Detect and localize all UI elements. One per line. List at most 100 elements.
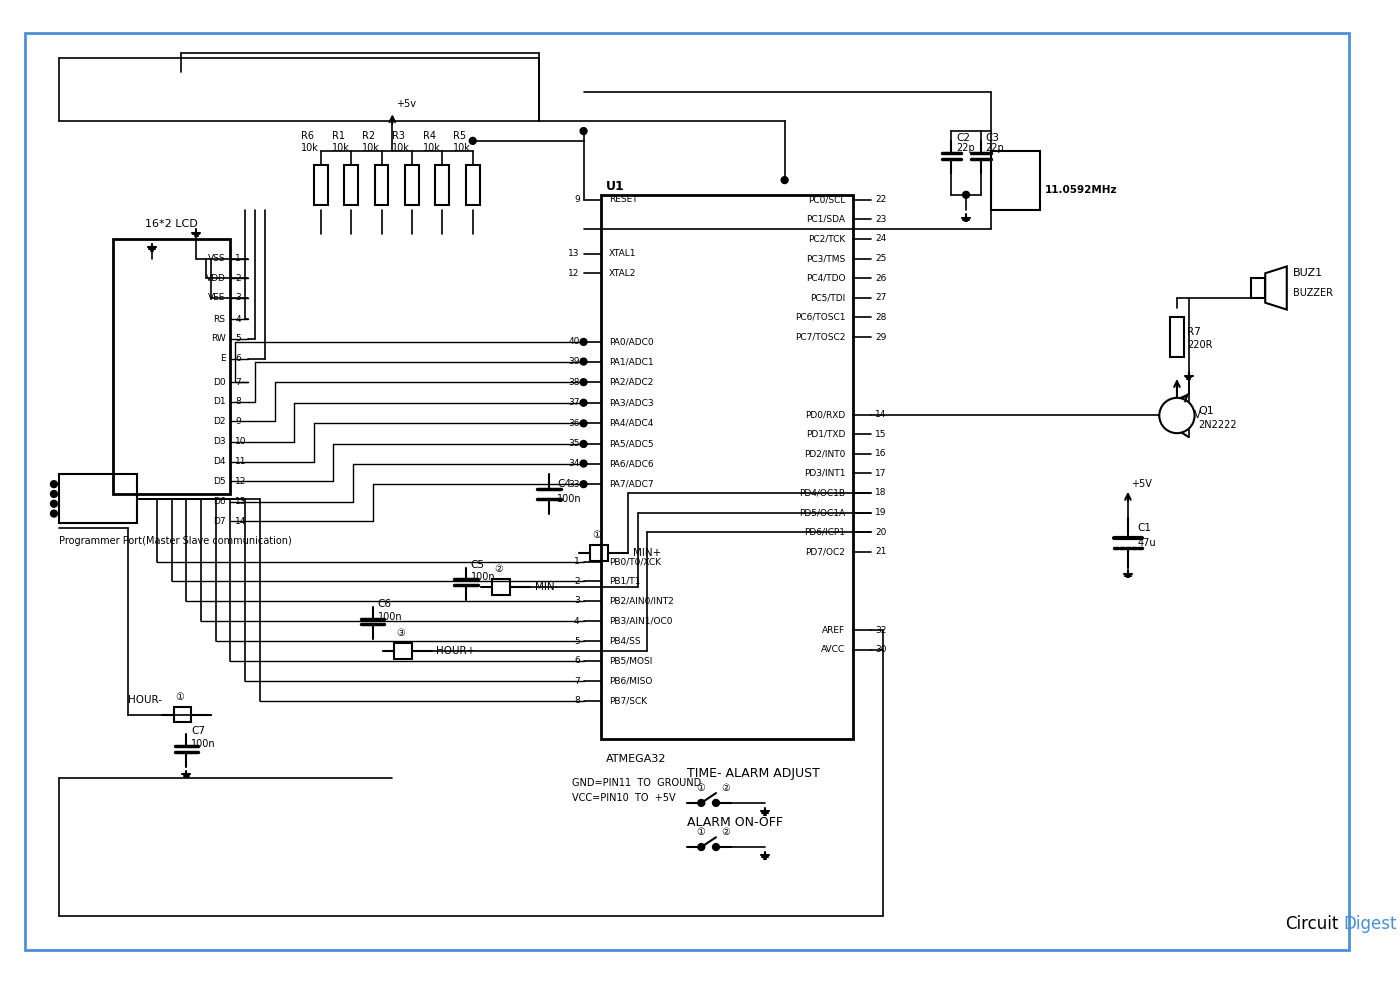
- Text: 22p: 22p: [986, 143, 1004, 153]
- Text: 6: 6: [235, 354, 241, 363]
- Text: 8: 8: [574, 697, 580, 706]
- Text: 40: 40: [568, 338, 580, 346]
- Text: 4: 4: [235, 315, 241, 324]
- Text: 16*2 LCD: 16*2 LCD: [146, 219, 197, 229]
- Text: 1: 1: [574, 557, 580, 566]
- Text: PB7/SCK: PB7/SCK: [609, 697, 647, 706]
- Text: 25: 25: [875, 254, 886, 263]
- Text: 3: 3: [235, 293, 241, 302]
- Text: 10k: 10k: [332, 143, 350, 153]
- Text: PD3/INT1: PD3/INT1: [804, 468, 846, 478]
- Text: PB6/MISO: PB6/MISO: [609, 677, 652, 686]
- Text: ①: ①: [592, 530, 601, 540]
- Text: Digest: Digest: [1344, 915, 1397, 934]
- Text: PB0/T0/XCK: PB0/T0/XCK: [609, 557, 661, 566]
- Text: +5v: +5v: [396, 98, 416, 108]
- Text: 4: 4: [574, 617, 580, 626]
- Text: 10k: 10k: [423, 143, 441, 153]
- Text: PA5/ADC5: PA5/ADC5: [609, 440, 654, 449]
- Text: 100n: 100n: [192, 739, 216, 749]
- Text: C3: C3: [986, 133, 1000, 143]
- Text: R1: R1: [332, 131, 344, 141]
- Text: 35: 35: [568, 440, 580, 449]
- Text: D7: D7: [213, 517, 225, 525]
- Text: 24: 24: [875, 234, 886, 243]
- Circle shape: [580, 481, 587, 488]
- Text: R6: R6: [301, 131, 314, 141]
- Text: PA7/ADC7: PA7/ADC7: [609, 479, 654, 489]
- Text: 33: 33: [568, 479, 580, 489]
- Text: RESET: RESET: [609, 195, 637, 205]
- Text: Q1: Q1: [1198, 405, 1214, 415]
- Text: ③: ③: [396, 628, 405, 639]
- Bar: [493, 580, 510, 595]
- Text: D3: D3: [213, 438, 225, 447]
- Text: 27: 27: [875, 293, 886, 302]
- Bar: [435, 165, 449, 205]
- Text: PC6/TOSC1: PC6/TOSC1: [795, 313, 846, 322]
- Text: PB4/SS: PB4/SS: [609, 637, 641, 646]
- Circle shape: [580, 461, 587, 467]
- Text: 13: 13: [568, 249, 580, 258]
- Text: 18: 18: [875, 488, 886, 498]
- Text: 7: 7: [235, 378, 241, 387]
- Text: PA6/ADC6: PA6/ADC6: [609, 460, 654, 468]
- Text: PD4/OC1B: PD4/OC1B: [799, 488, 846, 498]
- Text: PA4/ADC4: PA4/ADC4: [609, 419, 654, 428]
- Text: Circuit: Circuit: [1285, 915, 1338, 934]
- Text: TIME- ALARM ADJUST: TIME- ALARM ADJUST: [686, 767, 819, 780]
- Circle shape: [1159, 398, 1194, 433]
- Bar: [395, 643, 412, 658]
- Text: 12: 12: [568, 269, 580, 277]
- Text: VEE: VEE: [209, 293, 225, 302]
- Bar: [405, 165, 419, 205]
- Text: VDD: VDD: [206, 274, 225, 282]
- Circle shape: [713, 843, 720, 850]
- Text: 5: 5: [574, 637, 580, 646]
- Text: D2: D2: [213, 417, 225, 426]
- Circle shape: [50, 500, 57, 507]
- Text: C6: C6: [378, 599, 392, 609]
- Text: 10k: 10k: [301, 143, 319, 153]
- Text: 220R: 220R: [1187, 339, 1212, 350]
- Text: PD7/OC2: PD7/OC2: [805, 547, 846, 556]
- Text: R5: R5: [454, 131, 466, 141]
- Text: XTAL2: XTAL2: [609, 269, 637, 277]
- Text: D0: D0: [213, 378, 225, 387]
- Circle shape: [469, 138, 476, 145]
- Text: ALARM ON-OFF: ALARM ON-OFF: [686, 816, 783, 830]
- Text: PA1/ADC1: PA1/ADC1: [609, 357, 654, 366]
- Text: 2: 2: [574, 577, 580, 585]
- Bar: [375, 165, 388, 205]
- Text: 20: 20: [875, 527, 886, 536]
- Text: 47u: 47u: [1138, 538, 1156, 548]
- Text: PD2/INT0: PD2/INT0: [804, 450, 846, 459]
- Text: VCC=PIN10  TO  +5V: VCC=PIN10 TO +5V: [571, 793, 675, 803]
- Text: PC1/SDA: PC1/SDA: [806, 215, 846, 223]
- Circle shape: [580, 400, 587, 406]
- Text: PB3/AIN1/OC0: PB3/AIN1/OC0: [609, 617, 672, 626]
- Text: ②: ②: [721, 828, 729, 837]
- Text: U1: U1: [606, 180, 624, 194]
- Circle shape: [50, 510, 57, 517]
- Text: 19: 19: [875, 508, 886, 518]
- Text: 100n: 100n: [557, 494, 582, 504]
- Text: PC3/TMS: PC3/TMS: [806, 254, 846, 263]
- Text: 2: 2: [235, 274, 241, 282]
- Text: 10: 10: [235, 438, 246, 447]
- Text: 2N2222: 2N2222: [1198, 420, 1238, 430]
- Text: 30: 30: [875, 646, 886, 654]
- Text: C1: C1: [1138, 523, 1152, 533]
- Text: XTAL1: XTAL1: [609, 249, 637, 258]
- Text: HOUR+: HOUR+: [437, 646, 476, 656]
- Text: 10k: 10k: [454, 143, 470, 153]
- Text: HOUR-: HOUR-: [127, 695, 161, 705]
- Text: 38: 38: [568, 378, 580, 387]
- Bar: [591, 545, 608, 561]
- Circle shape: [580, 379, 587, 386]
- Text: 29: 29: [875, 333, 886, 341]
- Text: 17: 17: [875, 468, 886, 478]
- Circle shape: [697, 843, 704, 850]
- Text: BUZ1: BUZ1: [1292, 269, 1323, 278]
- Text: RS: RS: [214, 315, 225, 324]
